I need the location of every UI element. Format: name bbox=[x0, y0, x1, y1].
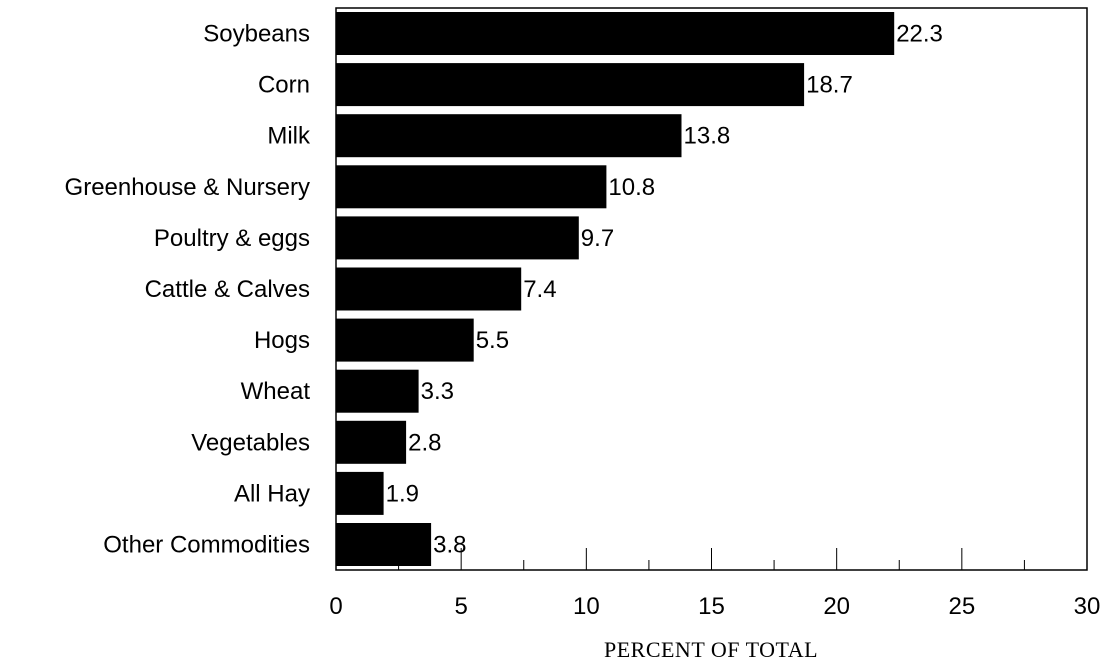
category-label: Other Commodities bbox=[103, 532, 310, 559]
category-label: Soybeans bbox=[203, 21, 310, 48]
x-tick-label: 30 bbox=[1074, 593, 1101, 620]
value-label: 5.5 bbox=[476, 327, 509, 354]
value-label: 1.9 bbox=[386, 480, 419, 507]
category-label: Poultry & eggs bbox=[154, 225, 310, 252]
category-label: Greenhouse & Nursery bbox=[65, 174, 310, 201]
category-label: Wheat bbox=[241, 378, 311, 405]
bar bbox=[336, 63, 805, 107]
x-tick-label: 20 bbox=[823, 593, 850, 620]
value-label: 22.3 bbox=[896, 21, 943, 48]
bar bbox=[336, 165, 607, 209]
category-label: Vegetables bbox=[191, 429, 310, 456]
value-label: 10.8 bbox=[608, 174, 655, 201]
category-label: Hogs bbox=[254, 327, 310, 354]
category-label: Cattle & Calves bbox=[145, 276, 310, 303]
value-labels: 22.3 18.7 13.8 10.8 9.7 7.4 5.5 3.3 2.8 1.9 3.8 bbox=[386, 21, 943, 559]
value-label: 18.7 bbox=[806, 72, 853, 99]
category-label: Milk bbox=[267, 123, 311, 150]
category-label: Corn bbox=[258, 72, 310, 99]
category-label: All Hay bbox=[234, 480, 310, 507]
value-label: 9.7 bbox=[581, 225, 614, 252]
value-label: 7.4 bbox=[523, 276, 556, 303]
x-tick-labels: 0 5 10 15 20 25 30 bbox=[329, 593, 1100, 620]
bar bbox=[336, 12, 895, 55]
value-label: 13.8 bbox=[684, 123, 731, 150]
bars-group bbox=[336, 12, 895, 566]
bar bbox=[336, 523, 432, 566]
bar bbox=[336, 318, 474, 362]
value-label: 2.8 bbox=[408, 429, 441, 456]
bar bbox=[336, 369, 419, 413]
bar bbox=[336, 471, 384, 515]
bar bbox=[336, 114, 682, 158]
x-axis-ticks bbox=[335, 548, 1088, 570]
bar bbox=[336, 216, 579, 260]
x-tick-label: 10 bbox=[573, 593, 600, 620]
bar bbox=[336, 267, 522, 311]
x-tick-label: 0 bbox=[329, 593, 342, 620]
value-label: 3.8 bbox=[433, 532, 466, 559]
x-tick-label: 25 bbox=[948, 593, 975, 620]
category-labels: Soybeans Corn Milk Greenhouse & Nursery Poul… bbox=[65, 21, 311, 559]
x-tick-label: 5 bbox=[454, 593, 467, 620]
x-axis-title: PERCENT OF TOTAL bbox=[604, 637, 818, 662]
value-label: 3.3 bbox=[421, 378, 454, 405]
bar bbox=[336, 420, 407, 464]
x-tick-label: 15 bbox=[698, 593, 725, 620]
